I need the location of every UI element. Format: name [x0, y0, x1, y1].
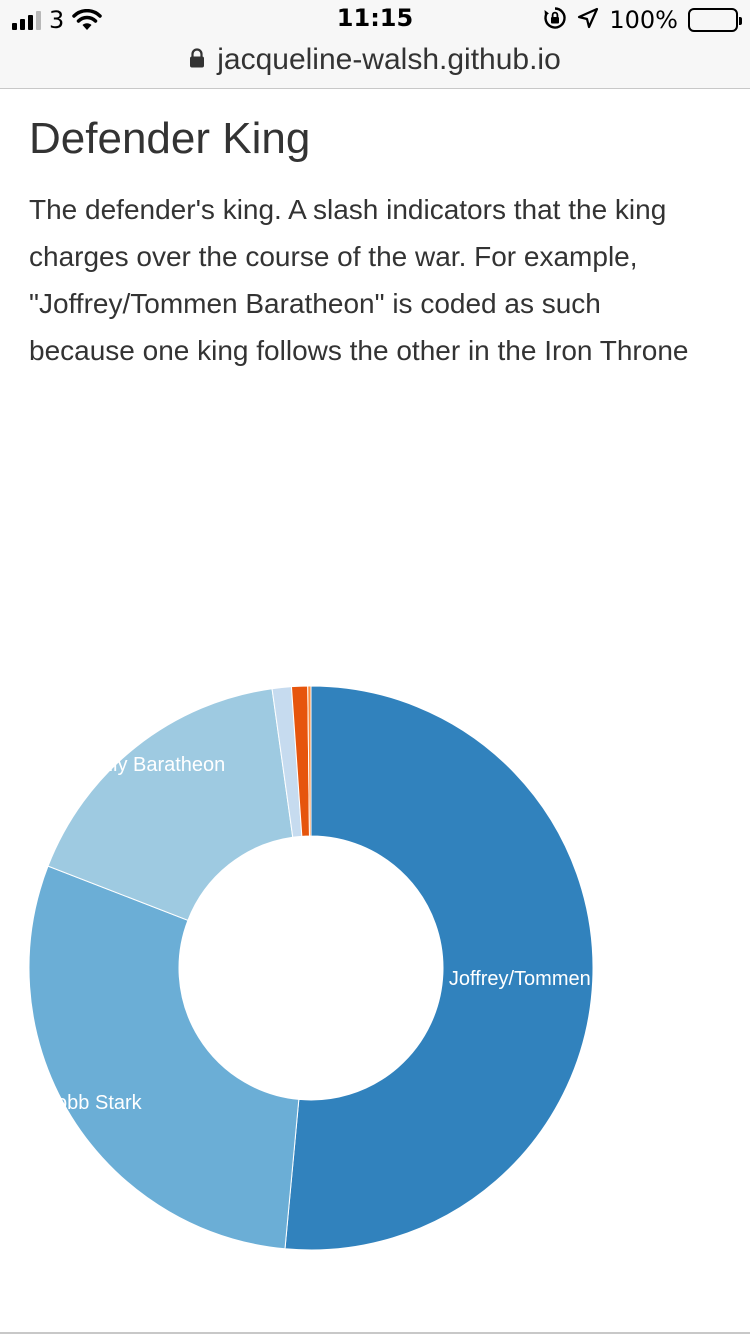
donut-chart: Joffrey/Tommen Baratheon Robb Stark Renly … [28, 685, 689, 1251]
lock-icon [189, 48, 205, 72]
page-title: Defender King [29, 114, 311, 163]
slice-label: Renly Baratheon [76, 754, 225, 776]
url-text[interactable]: jacqueline-walsh.github.io [217, 43, 561, 76]
cellular-signal-icon [12, 10, 41, 30]
status-time: 11:15 [336, 4, 414, 32]
battery-icon [688, 8, 742, 32]
donut-labels: Joffrey/Tommen Baratheon Robb Stark Renly … [42, 754, 689, 1114]
donut-slice[interactable] [28, 865, 300, 1250]
carrier-label: 3 [49, 6, 65, 34]
address-bar[interactable]: jacqueline-walsh.github.io [0, 40, 750, 89]
battery-percent: 100% [609, 6, 678, 34]
page-description: The defender's king. A slash indicators … [29, 194, 689, 366]
donut-slices [28, 685, 594, 1251]
slice-label: Robb Stark [42, 1092, 143, 1114]
status-bar: 3 11:15 100% [0, 0, 750, 40]
bottom-divider [0, 1332, 750, 1334]
donut-slice[interactable] [47, 688, 294, 921]
location-arrow-icon [577, 7, 599, 33]
wifi-icon [72, 9, 103, 31]
orientation-lock-icon [543, 6, 567, 34]
donut-slice[interactable] [307, 685, 312, 837]
slice-label: Joffrey/Tommen Baratheon [449, 968, 689, 990]
primary-label-clip: Joffrey/Tommen Baratheon [449, 968, 689, 990]
donut-slice[interactable] [284, 685, 594, 1251]
status-left: 3 [12, 6, 103, 34]
status-right: 100% [543, 6, 742, 34]
